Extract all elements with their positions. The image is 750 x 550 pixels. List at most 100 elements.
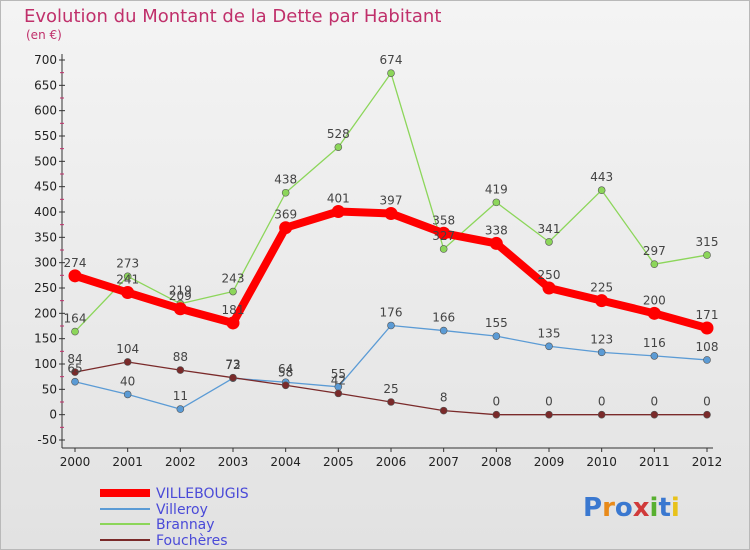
data-point bbox=[176, 366, 185, 374]
data-label: 64 bbox=[278, 362, 293, 376]
y-tick-label: 450 bbox=[34, 180, 57, 194]
data-label: 401 bbox=[327, 191, 350, 205]
data-label: 674 bbox=[380, 53, 403, 67]
x-tick-label: 2006 bbox=[376, 455, 407, 469]
y-tick-label: 200 bbox=[34, 306, 57, 320]
data-label: 171 bbox=[696, 308, 719, 322]
data-label: 135 bbox=[538, 326, 561, 340]
y-tick-label: 100 bbox=[34, 357, 57, 371]
axes: -500501001502002503003504004505005506006… bbox=[34, 53, 722, 469]
x-tick-label: 2003 bbox=[218, 455, 249, 469]
data-label: 397 bbox=[380, 194, 403, 208]
series-lines bbox=[68, 69, 714, 419]
data-point bbox=[439, 245, 448, 253]
data-label: 241 bbox=[116, 273, 139, 287]
data-label: 327 bbox=[432, 229, 455, 243]
data-point bbox=[387, 398, 395, 406]
data-point bbox=[650, 410, 659, 419]
data-point bbox=[226, 316, 240, 330]
data-point bbox=[703, 356, 711, 364]
data-label: 104 bbox=[116, 342, 139, 356]
data-label: 315 bbox=[696, 235, 719, 249]
data-point bbox=[439, 406, 448, 415]
data-label: 369 bbox=[274, 208, 297, 222]
data-point bbox=[597, 348, 606, 357]
y-tick-label: 400 bbox=[34, 205, 57, 219]
data-point bbox=[71, 368, 79, 376]
data-label: 84 bbox=[67, 352, 82, 366]
x-tick-label: 2002 bbox=[165, 455, 196, 469]
data-label: 200 bbox=[643, 293, 666, 307]
data-label: 55 bbox=[331, 367, 346, 381]
data-label: 0 bbox=[598, 395, 606, 409]
data-point bbox=[595, 294, 609, 308]
data-label: 358 bbox=[432, 213, 455, 227]
data-label: 11 bbox=[173, 389, 188, 403]
data-label: 58 bbox=[278, 365, 293, 379]
y-tick-label: 650 bbox=[34, 78, 57, 92]
data-label: 0 bbox=[493, 395, 501, 409]
data-point bbox=[650, 352, 659, 360]
data-point bbox=[437, 226, 451, 240]
chart-subtitle: (en €) bbox=[26, 28, 62, 42]
data-label: 73 bbox=[225, 358, 240, 372]
data-label: 25 bbox=[383, 382, 398, 396]
y-tick-label: 150 bbox=[34, 332, 57, 346]
data-label: 297 bbox=[643, 244, 666, 258]
data-label: 108 bbox=[696, 340, 719, 354]
data-label: 0 bbox=[651, 395, 659, 409]
data-point bbox=[123, 358, 132, 366]
legend-label: Fouchères bbox=[156, 533, 228, 549]
data-point bbox=[229, 287, 237, 296]
data-point bbox=[542, 281, 556, 295]
data-point bbox=[492, 332, 501, 340]
data-point bbox=[597, 410, 606, 419]
chart-title: Evolution du Montant de la Dette par Hab… bbox=[24, 6, 441, 27]
data-point bbox=[545, 238, 553, 246]
proxiti-logo: Proxiti bbox=[583, 493, 680, 523]
x-tick-label: 2001 bbox=[112, 455, 143, 469]
data-point bbox=[439, 326, 448, 335]
y-tick-label: 250 bbox=[34, 281, 57, 295]
y-tick-label: 50 bbox=[42, 382, 57, 396]
x-tick-label: 2008 bbox=[481, 455, 512, 469]
data-label: 88 bbox=[173, 350, 188, 364]
data-label: 243 bbox=[222, 272, 245, 286]
y-tick-label: 550 bbox=[34, 129, 57, 143]
data-point bbox=[229, 373, 237, 382]
data-label: 176 bbox=[380, 305, 403, 319]
data-point bbox=[387, 321, 395, 330]
y-tick-label: -50 bbox=[37, 433, 57, 447]
data-point bbox=[173, 302, 187, 316]
data-point bbox=[331, 204, 345, 218]
y-tick-label: 350 bbox=[34, 230, 57, 244]
data-label: 40 bbox=[120, 374, 135, 388]
data-label: 274 bbox=[64, 256, 87, 270]
y-tick-label: 0 bbox=[49, 408, 57, 422]
data-point bbox=[384, 207, 398, 221]
data-point bbox=[68, 269, 82, 283]
data-point bbox=[492, 410, 501, 419]
data-label: 166 bbox=[432, 311, 455, 325]
data-label: 341 bbox=[538, 222, 561, 236]
data-point bbox=[650, 260, 659, 268]
x-tick-label: 2004 bbox=[270, 455, 301, 469]
data-label: 155 bbox=[485, 316, 508, 330]
data-label: 219 bbox=[169, 284, 192, 298]
data-label: 42 bbox=[331, 373, 346, 387]
data-point bbox=[489, 236, 503, 250]
x-tick-label: 2012 bbox=[692, 455, 723, 469]
x-tick-label: 2011 bbox=[639, 455, 670, 469]
data-point bbox=[597, 186, 606, 195]
data-point bbox=[647, 306, 661, 320]
data-point bbox=[71, 377, 79, 386]
data-labels: 65 40 11 72 64 55 176 166 155 135 123 116 108 164 273 2… bbox=[64, 53, 719, 408]
y-tick-label: 500 bbox=[34, 154, 57, 168]
data-label: 209 bbox=[169, 289, 192, 303]
legend-label: Brannay bbox=[156, 517, 215, 533]
data-point bbox=[281, 188, 290, 197]
data-point bbox=[545, 342, 553, 351]
data-label: 65 bbox=[67, 362, 82, 376]
